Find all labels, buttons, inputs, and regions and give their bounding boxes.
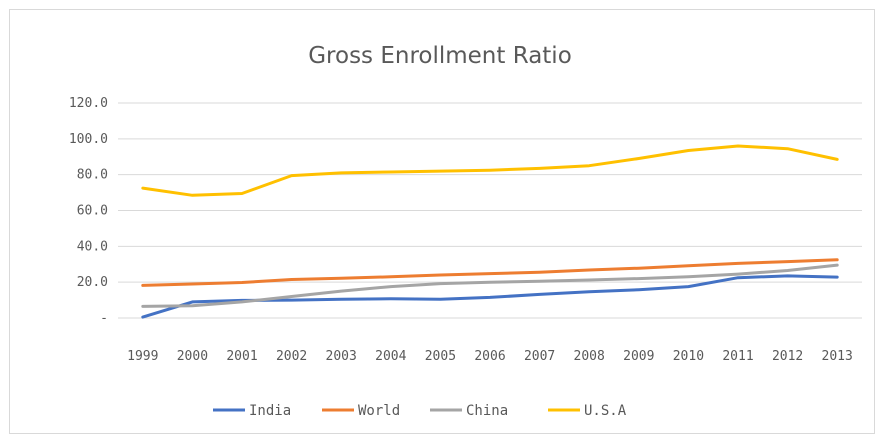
chart-frame xyxy=(9,9,875,434)
legend-item: U.S.A xyxy=(548,403,627,419)
gridlines xyxy=(118,102,862,319)
series-lines xyxy=(141,144,839,319)
y-tick-label: 120.0 xyxy=(69,96,108,111)
x-tick-label: 2002 xyxy=(276,349,307,364)
x-axis-ticks: 1999 2000 2001 2002 2003 2004 2005 2006 2007 2008… xyxy=(127,349,853,364)
x-tick-label: 2004 xyxy=(375,349,406,364)
x-tick-label: 2009 xyxy=(623,349,654,364)
x-tick-label: 2012 xyxy=(772,349,803,364)
x-tick-label: 2013 xyxy=(822,349,853,364)
series-line-world xyxy=(141,258,839,287)
legend: India World China U.S.A xyxy=(213,403,627,419)
series-line-china xyxy=(141,263,839,308)
x-tick-label: 2007 xyxy=(524,349,555,364)
legend-label: India xyxy=(249,403,291,419)
series-line-u-s-a xyxy=(141,144,839,197)
legend-item: India xyxy=(213,403,291,419)
x-tick-label: 2010 xyxy=(673,349,704,364)
x-tick-label: 2006 xyxy=(474,349,505,364)
chart-title: Gross Enrollment Ratio xyxy=(308,43,572,69)
legend-label: World xyxy=(358,403,400,419)
x-tick-label: 2003 xyxy=(326,349,357,364)
y-tick-label: 60.0 xyxy=(77,204,108,219)
x-tick-label: 2011 xyxy=(722,349,753,364)
y-axis-ticks: - 20.0 40.0 60.0 80.0 100.0 120.0 xyxy=(69,96,108,326)
x-tick-label: 2001 xyxy=(226,349,257,364)
legend-item: World xyxy=(322,403,400,419)
x-tick-label: 1999 xyxy=(127,349,158,364)
x-tick-label: 2000 xyxy=(177,349,208,364)
legend-item: China xyxy=(430,403,508,419)
y-tick-label: - xyxy=(100,311,108,326)
legend-label: U.S.A xyxy=(584,403,627,419)
y-tick-label: 40.0 xyxy=(77,239,108,254)
x-tick-label: 2005 xyxy=(425,349,456,364)
y-tick-label: 20.0 xyxy=(77,275,108,290)
x-tick-label: 2008 xyxy=(574,349,605,364)
y-tick-label: 100.0 xyxy=(69,132,108,147)
legend-label: China xyxy=(466,403,508,419)
y-tick-label: 80.0 xyxy=(77,168,108,183)
